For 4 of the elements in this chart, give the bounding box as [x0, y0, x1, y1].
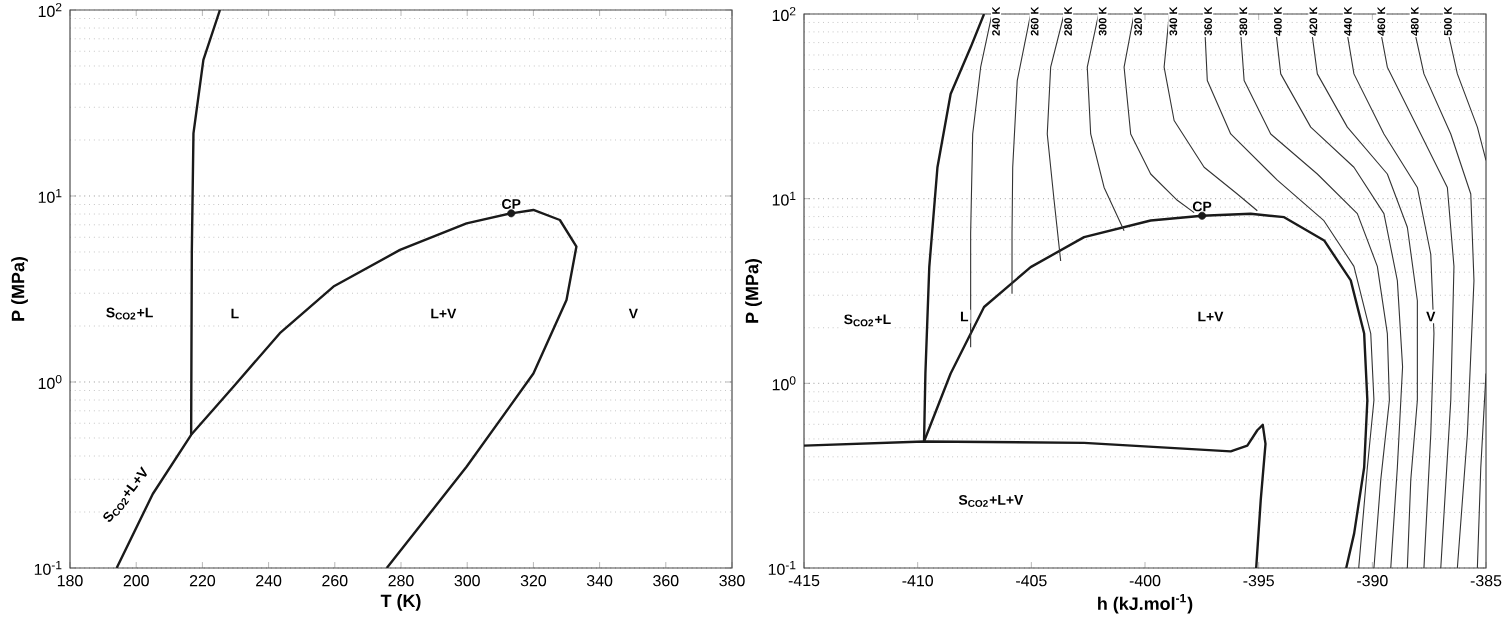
- y-axis-title: P (MPa): [745, 259, 762, 323]
- x-axis-title: T (K): [380, 594, 421, 611]
- y-axis-title: P (MPa): [11, 257, 28, 321]
- x-axis-title: h (kJ.mol$^{-1}$): [1098, 594, 1193, 614]
